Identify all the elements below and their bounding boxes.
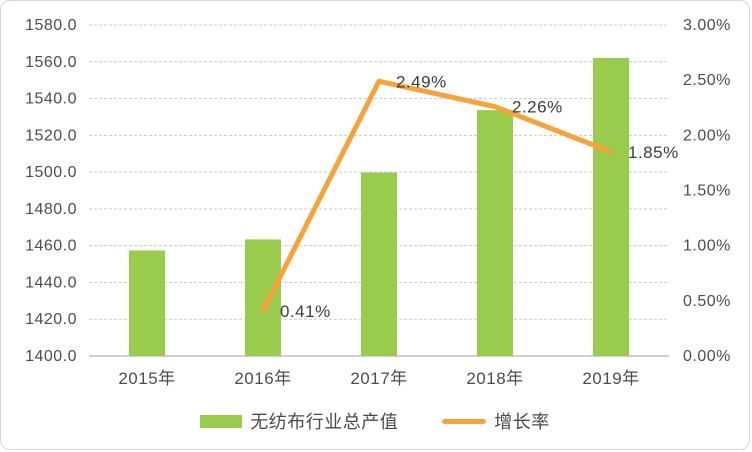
x-axis-label: 2017年 xyxy=(350,369,407,388)
legend-item-line-series: 增长率 xyxy=(442,408,550,434)
line-data-label: 2.26% xyxy=(512,98,563,117)
left-axis-tick-label: 1500.0 xyxy=(25,164,77,181)
left-axis-tick-label: 1480.0 xyxy=(25,201,77,218)
bar-series-label: 无纺布行业总产值 xyxy=(250,412,399,432)
bar xyxy=(477,110,513,356)
bar-series-swatch-icon xyxy=(200,414,243,428)
right-axis-tick-label: 0.00% xyxy=(683,348,731,365)
chart-legend: 无纺布行业总产值 增长率 xyxy=(1,401,749,441)
bar xyxy=(245,239,281,356)
combo-chart-plot: 1400.0 1420.0 1440.0 1460.0 1480.0 1500.0 1520… xyxy=(25,17,731,388)
left-axis-tick-label: 1440.0 xyxy=(25,274,77,291)
left-axis-tick-label: 1580.0 xyxy=(25,17,77,34)
bar xyxy=(129,250,165,356)
right-axis-tick-label: 0.50% xyxy=(683,293,731,310)
line-data-label: 2.49% xyxy=(396,72,447,91)
x-axis-label: 2015年 xyxy=(118,369,175,388)
right-axis-tick-label: 2.50% xyxy=(683,72,731,89)
left-axis-tick-label: 1520.0 xyxy=(25,127,77,144)
line-series-label: 增长率 xyxy=(494,412,550,432)
right-axis-tick-label: 1.50% xyxy=(683,183,731,200)
right-axis-tick-label: 3.00% xyxy=(683,17,731,34)
left-axis-tick-label: 1420.0 xyxy=(25,311,77,328)
bar xyxy=(361,172,397,356)
line-data-label: 0.41% xyxy=(280,302,331,321)
left-axis-tick-label: 1400.0 xyxy=(25,348,77,365)
bar xyxy=(593,57,629,357)
x-axis-label: 2019年 xyxy=(582,369,639,388)
line-data-label: 1.85% xyxy=(628,143,679,162)
right-axis-tick-label: 2.00% xyxy=(683,127,731,144)
line-series-swatch-icon xyxy=(442,418,487,424)
legend-item-bar-series: 无纺布行业总产值 xyxy=(200,408,398,434)
growth-rate-line xyxy=(260,78,614,314)
right-axis-tick-label: 1.00% xyxy=(683,238,731,255)
x-axis-label: 2016年 xyxy=(234,369,291,388)
left-axis-tick-label: 1560.0 xyxy=(25,54,77,71)
x-axis-label: 2018年 xyxy=(466,369,523,388)
left-axis-tick-label: 1540.0 xyxy=(25,91,77,108)
left-axis-tick-label: 1460.0 xyxy=(25,238,77,255)
